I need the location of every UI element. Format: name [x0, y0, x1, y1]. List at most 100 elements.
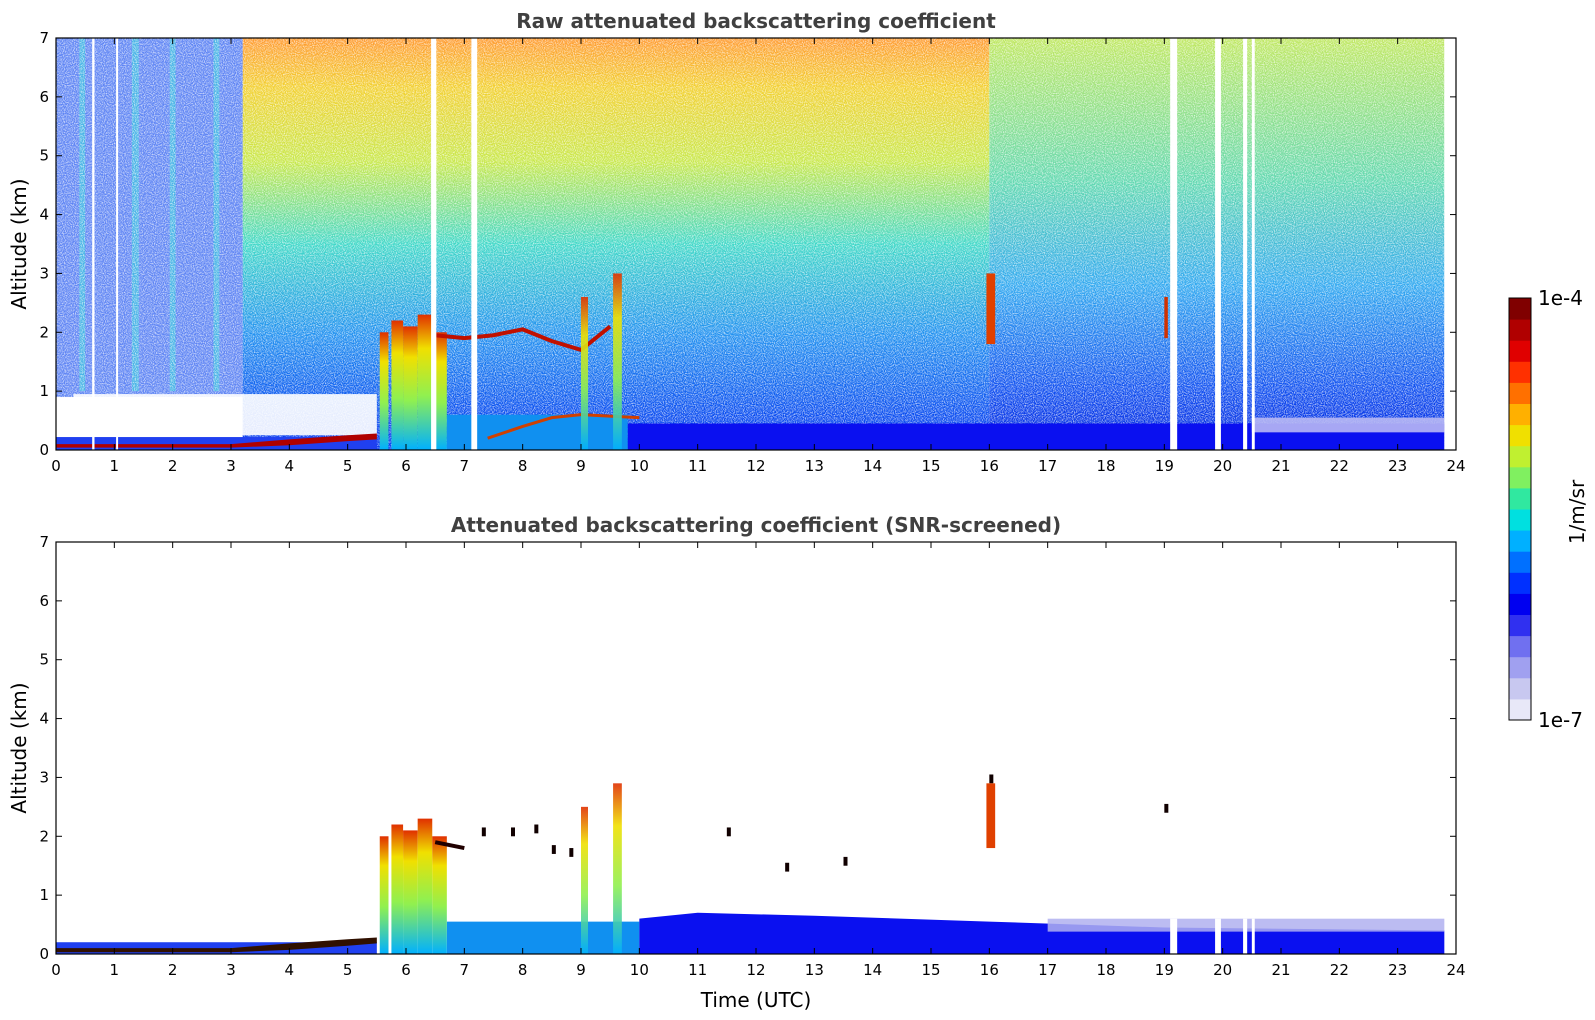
- colorbar-max-label: 1e-4: [1538, 286, 1583, 310]
- x-tick-label: 20: [1213, 961, 1232, 979]
- raw-data-gap: [1243, 38, 1248, 450]
- raw-convective-column: [379, 332, 389, 450]
- y-tick-label: 5: [39, 651, 49, 669]
- raw-data-gap: [471, 38, 478, 450]
- screened-data-gap: [1243, 918, 1248, 954]
- y-tick-label: 6: [39, 592, 49, 610]
- raw-data-gap: [92, 38, 95, 450]
- x-tick-label: 22: [1330, 457, 1349, 475]
- x-tick-label: 12: [746, 961, 765, 979]
- colorbar-segment: [1509, 382, 1531, 404]
- screened-convective-column: [391, 824, 404, 954]
- screened-cloud-fragment: [569, 848, 574, 857]
- raw-noise-mask: [56, 38, 1456, 450]
- screened-data-gap: [1170, 918, 1178, 954]
- colorbar: [1509, 298, 1531, 721]
- colorbar-segment: [1509, 445, 1531, 468]
- top-heatmap: [56, 38, 1456, 450]
- screened-cloud-fragment: [726, 827, 731, 837]
- y-tick-label: 6: [39, 88, 49, 106]
- raw-rising-layer: [487, 413, 640, 440]
- screened-background: [56, 542, 1456, 954]
- y-tick-label: 0: [39, 441, 49, 459]
- screened-data-gap: [1215, 918, 1221, 954]
- colorbar-segment: [1509, 509, 1531, 531]
- screened-elevated-cloud: [986, 783, 996, 849]
- x-tick-label: 4: [285, 457, 295, 475]
- bottom-heatmap: [56, 542, 1456, 954]
- x-tick-label: 2: [168, 457, 178, 475]
- top-y-axis-label: Altitude (km): [7, 178, 31, 309]
- x-tick-label: 5: [343, 457, 353, 475]
- colorbar-segment: [1509, 551, 1531, 573]
- y-tick-label: 1: [39, 886, 49, 904]
- screened-data-gap: [1251, 918, 1255, 954]
- y-tick-label: 2: [39, 827, 49, 845]
- screened-cloud-fragment: [785, 862, 790, 872]
- colorbar-unit-label: 1/m/sr: [1565, 479, 1589, 544]
- screened-column: [613, 783, 622, 954]
- x-tick-label: 12: [746, 457, 765, 475]
- x-tick-label: 21: [1271, 961, 1290, 979]
- raw-column: [581, 296, 588, 450]
- raw-column: [613, 273, 622, 450]
- y-tick-label: 2: [39, 323, 49, 341]
- y-tick-label: 7: [39, 533, 49, 551]
- raw-elevated-cloud-2: [1164, 296, 1168, 339]
- x-tick-label: 0: [51, 457, 61, 475]
- raw-clear-gap: [73, 394, 377, 436]
- colorbar-segment: [1509, 530, 1531, 552]
- screened-convective-column: [432, 836, 447, 954]
- top-chart-title: Raw attenuated backscattering coefficien…: [516, 9, 996, 33]
- x-tick-label: 18: [1096, 961, 1115, 979]
- x-tick-label: 7: [460, 961, 470, 979]
- raw-data-gap: [116, 38, 119, 450]
- screened-convective-column: [403, 830, 418, 954]
- raw-data-gap: [1215, 38, 1221, 450]
- colorbar-segment: [1509, 424, 1531, 447]
- x-tick-label: 11: [688, 457, 707, 475]
- x-tick-label: 10: [630, 961, 649, 979]
- screened-mid-layer: [446, 921, 640, 954]
- x-tick-label: 10: [630, 457, 649, 475]
- x-tick-label: 0: [51, 961, 61, 979]
- x-tick-label: 18: [1096, 457, 1115, 475]
- colorbar-segment: [1509, 361, 1531, 383]
- x-tick-label: 9: [576, 457, 586, 475]
- raw-convective-column: [403, 326, 418, 450]
- bottom-y-axis-label: Altitude (km): [7, 682, 31, 813]
- x-tick-label: 16: [980, 961, 999, 979]
- x-tick-label: 21: [1271, 457, 1290, 475]
- raw-data-gap: [1251, 38, 1255, 450]
- top-y-axis: 0 1 2 3 4 5 6 7: [39, 29, 1456, 459]
- colorbar-segment: [1509, 487, 1531, 510]
- screened-cloud-layer: [434, 840, 465, 851]
- x-tick-label: 20: [1213, 457, 1232, 475]
- x-tick-label: 1: [110, 457, 120, 475]
- screened-cloud-fragment: [551, 845, 556, 854]
- x-tick-label: 17: [1038, 961, 1057, 979]
- screened-convective-column: [379, 836, 389, 954]
- y-tick-label: 3: [39, 264, 49, 282]
- x-tick-label: 13: [805, 457, 824, 475]
- x-tick-label: 19: [1155, 457, 1174, 475]
- x-tick-label: 2: [168, 961, 178, 979]
- y-tick-label: 7: [39, 29, 49, 47]
- x-tick-label: 22: [1330, 961, 1349, 979]
- bottom-x-axis: 0 1 2 3 4 5 6 7 8 9 10 11 12 13 14 15 16 17 18 19 20 21 22 23 24: [51, 542, 1466, 979]
- x-tick-label: 3: [226, 457, 236, 475]
- raw-convective-column: [391, 320, 404, 450]
- x-tick-label: 8: [518, 961, 528, 979]
- colorbar-frame: [1508, 297, 1532, 721]
- x-tick-label: 23: [1388, 961, 1407, 979]
- screened-cloud-fragment: [1164, 803, 1169, 813]
- x-tick-label: 6: [401, 961, 411, 979]
- raw-boundary-top: [1251, 417, 1445, 433]
- top-x-axis: 0 1 2 3 4 5 6 7 8 9 10 11 12 13 14 15 16 17 18 19 20 21 22 23 24: [51, 38, 1466, 475]
- colorbar-segment: [1509, 298, 1531, 320]
- y-tick-label: 4: [39, 206, 49, 224]
- colorbar-segment: [1509, 340, 1531, 362]
- raw-data-gap: [1170, 38, 1178, 450]
- screened-cloud-fragment: [989, 774, 994, 784]
- screened-column: [581, 806, 588, 954]
